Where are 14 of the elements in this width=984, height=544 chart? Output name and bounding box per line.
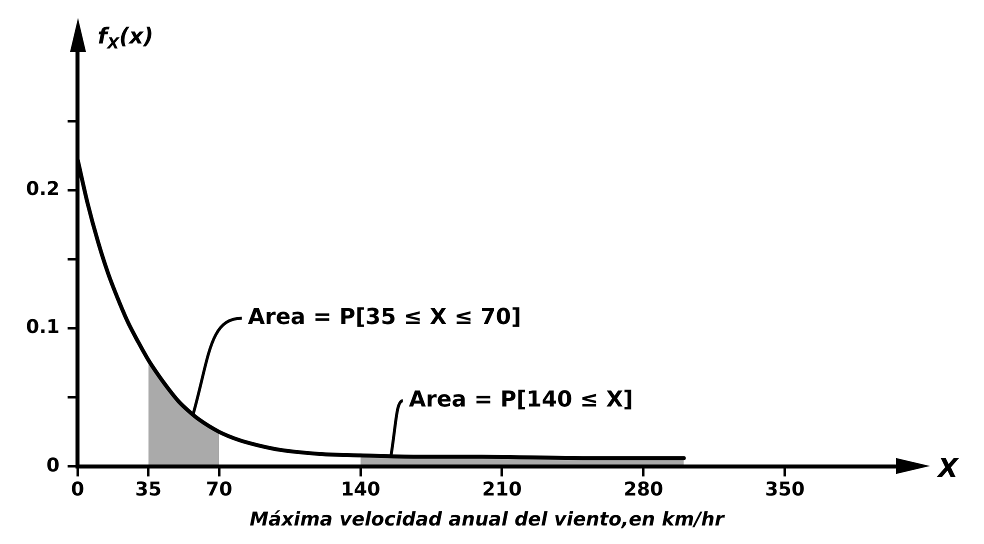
x-tick-label: 140 (340, 478, 380, 501)
y-tick-label: 0.1 (26, 316, 60, 338)
x-tick-label: 70 (206, 478, 232, 501)
x-tick-label: 210 (482, 478, 522, 501)
x-tick-label: 280 (624, 478, 664, 501)
annotation: Area = P[35 ≤ X ≤ 70] (248, 305, 522, 330)
x-axis-title: Máxima velocidad anual del viento,en km/hr (250, 508, 726, 531)
annotation: Area = P[140 ≤ X] (408, 387, 634, 412)
y-tick-label: 0.2 (26, 178, 60, 200)
y-tick-label: 0 (46, 454, 60, 476)
x-tick-label: 35 (135, 478, 162, 501)
text: X (936, 454, 960, 484)
x-tick-label: 0 (71, 478, 84, 501)
x-tick-label: 350 (765, 478, 805, 501)
